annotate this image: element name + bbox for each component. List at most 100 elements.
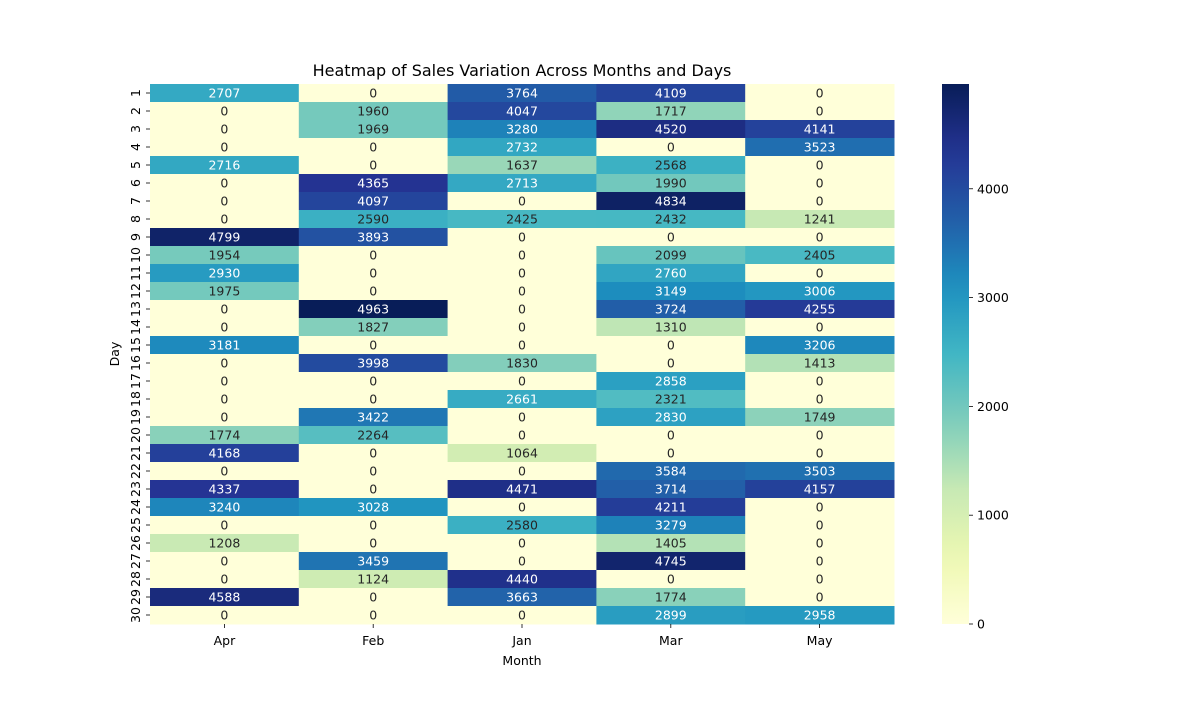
cell-value-label: 4141 (804, 122, 836, 137)
cell-value-label: 0 (816, 176, 824, 191)
cell-value-label: 0 (518, 464, 526, 479)
y-tick-label: 4 (128, 143, 143, 151)
heatmap-cell (150, 570, 300, 589)
cell-value-label: 3181 (208, 338, 240, 353)
y-tick-label: 2 (128, 107, 143, 115)
cell-value-label: 0 (369, 86, 377, 101)
heatmap-cell (150, 606, 300, 625)
heatmap-cell (745, 156, 895, 175)
y-tick-label: 19 (128, 409, 143, 425)
heatmap-cell (447, 390, 597, 409)
heatmap-cell (298, 426, 449, 445)
heatmap-cell (745, 552, 895, 571)
cell-value-label: 2590 (357, 212, 389, 227)
cell-value-label: 0 (518, 194, 526, 209)
heatmap-cell (150, 138, 300, 157)
cell-value-label: 3149 (655, 284, 687, 299)
heatmap-cell (150, 264, 300, 283)
heatmap-cell (596, 228, 746, 247)
heatmap-cell (298, 498, 449, 517)
heatmap-cell (596, 354, 746, 373)
heatmap-cell (596, 192, 746, 211)
heatmap-cell (745, 444, 895, 463)
colorbar-tick-label: 0 (977, 617, 985, 632)
heatmap-cell (447, 282, 597, 301)
heatmap-cell (745, 336, 895, 355)
cell-value-label: 0 (816, 320, 824, 335)
cell-value-label: 2425 (506, 212, 538, 227)
cell-value-label: 1774 (208, 428, 240, 443)
heatmap-cell (745, 372, 895, 391)
cell-value-label: 0 (816, 374, 824, 389)
cell-value-label: 0 (369, 266, 377, 281)
cell-value-label: 0 (518, 608, 526, 623)
y-tick-label: 27 (128, 553, 143, 569)
heatmap-cell (745, 480, 895, 499)
y-tick-label: 5 (128, 161, 143, 169)
heatmap-cell (745, 228, 895, 247)
heatmap-cell (298, 156, 449, 175)
cell-value-label: 1960 (357, 104, 389, 119)
cell-value-label: 1405 (655, 536, 687, 551)
heatmap-cell (447, 156, 597, 175)
cell-value-label: 4963 (357, 302, 389, 317)
heatmap-cell (150, 210, 300, 229)
heatmap-cell (745, 210, 895, 229)
heatmap-cell (447, 534, 597, 553)
heatmap-cell (298, 210, 449, 229)
cell-value-label: 0 (518, 428, 526, 443)
heatmap-cell (745, 282, 895, 301)
heatmap-cell (596, 516, 746, 535)
cell-value-label: 0 (816, 446, 824, 461)
cell-value-label: 0 (518, 500, 526, 515)
y-tick-label: 16 (128, 355, 143, 371)
cell-value-label: 1749 (804, 410, 836, 425)
heatmap-cell (447, 588, 597, 607)
cell-value-label: 2713 (506, 176, 538, 191)
heatmap-cell (745, 318, 895, 337)
heatmap-cell (150, 534, 300, 553)
heatmap-cell (596, 426, 746, 445)
heatmap-cell (596, 498, 746, 517)
colorbar (942, 84, 969, 624)
x-tick-label: May (807, 633, 833, 648)
heatmap-cell (298, 102, 449, 121)
cell-value-label: 0 (369, 446, 377, 461)
cell-value-label: 1717 (655, 104, 687, 119)
heatmap-cell (447, 444, 597, 463)
heatmap-cell (298, 318, 449, 337)
y-tick-label: 28 (128, 571, 143, 587)
heatmap-cell (150, 318, 300, 337)
cell-value-label: 2716 (208, 158, 240, 173)
cell-value-label: 0 (667, 572, 675, 587)
y-tick-label: 11 (128, 265, 143, 281)
cell-value-label: 0 (816, 500, 824, 515)
cell-value-label: 0 (816, 536, 824, 551)
heatmap-cell (596, 210, 746, 229)
cell-value-label: 3279 (655, 518, 687, 533)
cell-value-label: 0 (220, 212, 228, 227)
heatmap-cell (447, 570, 597, 589)
cell-value-label: 4834 (655, 194, 687, 209)
y-tick-label: 3 (128, 125, 143, 133)
heatmap-cell (596, 606, 746, 625)
heatmap-cell (298, 174, 449, 193)
heatmap-cell (150, 120, 300, 139)
heatmap-cell (150, 390, 300, 409)
x-axis-ticks: Apr Feb Jan Mar May (214, 624, 833, 648)
cell-value-label: 3459 (357, 554, 389, 569)
heatmap-cell (447, 84, 597, 103)
heatmap-cell (298, 354, 449, 373)
y-tick-label: 21 (128, 445, 143, 461)
y-tick-label: 18 (128, 391, 143, 407)
heatmap-cell (298, 516, 449, 535)
y-tick-label: 23 (128, 481, 143, 497)
chart-title: Heatmap of Sales Variation Across Months… (313, 61, 732, 80)
heatmap-cell (745, 84, 895, 103)
cell-value-label: 3422 (357, 410, 389, 425)
y-tick-label: 10 (128, 247, 143, 263)
cell-value-label: 0 (369, 590, 377, 605)
heatmap-cell (447, 318, 597, 337)
cell-value-label: 0 (816, 158, 824, 173)
cell-value-label: 0 (816, 518, 824, 533)
